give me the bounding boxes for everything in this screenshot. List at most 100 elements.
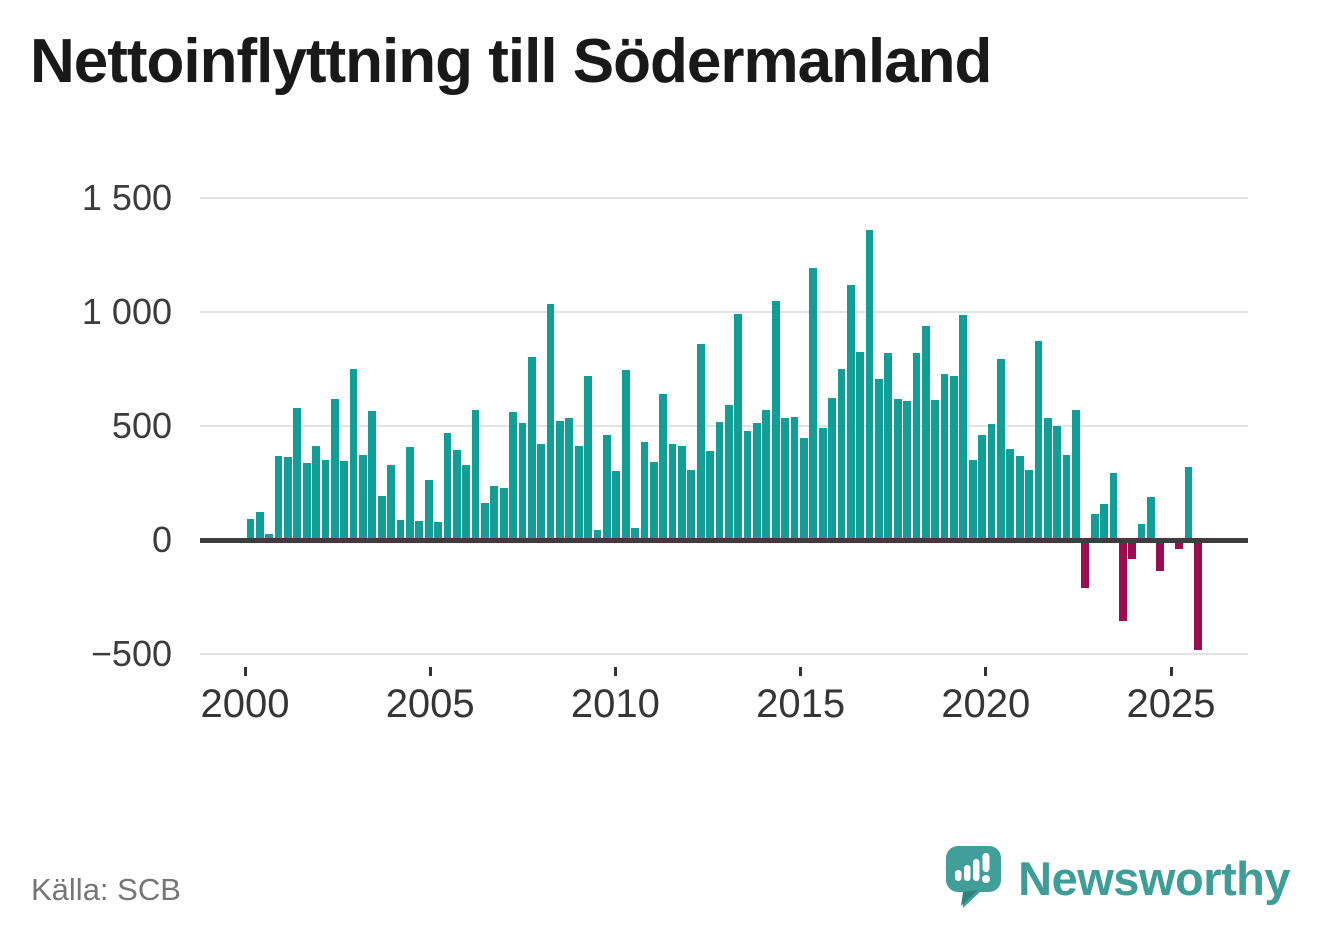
bar <box>893 398 902 540</box>
bar <box>715 422 724 540</box>
bar <box>762 410 771 540</box>
bar <box>753 423 761 540</box>
bar <box>424 479 433 540</box>
bar <box>978 434 986 540</box>
bar <box>1109 472 1118 540</box>
x-axis-label: 2020 <box>941 682 1031 726</box>
x-axis-tick <box>613 667 617 676</box>
bar <box>649 461 658 540</box>
bar <box>584 376 592 540</box>
y-axis-label: 0 <box>151 519 172 560</box>
bar <box>1137 524 1146 540</box>
bar <box>678 446 686 540</box>
bar <box>574 445 583 540</box>
bar <box>255 511 264 540</box>
bar <box>1081 540 1090 588</box>
y-axis-label: −500 <box>90 633 172 674</box>
bar <box>828 397 836 540</box>
bar <box>687 469 696 540</box>
bar <box>1118 540 1127 621</box>
bar <box>1090 513 1099 540</box>
x-axis-label: 2000 <box>200 682 290 726</box>
y-axis-label: 500 <box>111 405 172 446</box>
bar <box>527 357 536 540</box>
bar <box>659 393 668 540</box>
source-caption: Källa: SCB <box>31 872 181 907</box>
bar <box>302 462 311 540</box>
bar <box>903 400 911 540</box>
bar <box>330 398 339 540</box>
bar <box>387 464 395 540</box>
gridline-500 <box>200 425 1248 427</box>
bar <box>1062 454 1071 540</box>
bar <box>921 326 930 540</box>
x-axis-label: 2015 <box>756 682 846 726</box>
bar <box>1034 341 1043 540</box>
x-axis-label: 2025 <box>1126 682 1216 726</box>
bar <box>1043 417 1052 540</box>
bar <box>940 374 949 540</box>
x-axis-label: 2005 <box>385 682 475 726</box>
bar <box>443 432 452 540</box>
bar <box>1175 540 1184 550</box>
bar <box>1184 467 1193 540</box>
bar <box>640 441 649 540</box>
bar <box>452 449 461 540</box>
bar <box>1128 540 1137 560</box>
x-axis-tick <box>984 667 988 676</box>
bar <box>1147 497 1155 540</box>
x-axis-label: 2010 <box>570 682 660 726</box>
bar <box>434 521 442 540</box>
bar <box>1053 426 1062 540</box>
bar <box>293 408 302 540</box>
bar <box>1025 470 1033 540</box>
y-axis-label: 1 000 <box>81 291 172 332</box>
y-axis-label: 1 500 <box>81 177 172 218</box>
bar <box>481 502 489 540</box>
gridline-1500 <box>200 197 1248 199</box>
bar <box>790 416 799 540</box>
bar <box>950 375 958 540</box>
bar <box>706 451 714 540</box>
bar <box>809 267 818 540</box>
bar <box>996 358 1005 540</box>
bar-chart: 1 500 1 000 500 0 −500 2000 2005 2010 2015 2020 2… <box>81 177 1248 726</box>
bar <box>875 379 883 540</box>
bar <box>846 284 855 540</box>
bar <box>621 369 630 540</box>
bar <box>865 229 874 540</box>
bar <box>246 519 255 540</box>
bar <box>724 405 733 540</box>
bar <box>668 443 677 540</box>
x-axis-tick <box>243 667 247 676</box>
bar <box>312 445 320 540</box>
bar <box>518 423 527 540</box>
zero-baseline <box>200 537 1248 543</box>
bar <box>565 417 574 540</box>
bar <box>1100 503 1108 540</box>
bar <box>284 457 292 540</box>
bar <box>471 410 480 540</box>
bar <box>884 353 893 540</box>
bar <box>546 303 555 540</box>
bar <box>396 520 405 540</box>
bar <box>490 485 499 540</box>
bar <box>593 529 602 540</box>
bar <box>368 411 377 540</box>
bar <box>743 430 752 540</box>
bar <box>1006 448 1015 540</box>
bar <box>415 520 424 540</box>
bar <box>856 351 865 540</box>
bar <box>1072 410 1080 540</box>
bar <box>912 353 921 540</box>
bar <box>781 418 789 540</box>
bar <box>462 464 471 540</box>
x-axis-tick <box>1169 667 1173 676</box>
x-axis-tick <box>799 667 803 676</box>
bar <box>265 534 274 540</box>
bar <box>321 459 330 540</box>
bar <box>405 446 414 540</box>
bar <box>377 496 386 540</box>
bar <box>612 470 621 540</box>
bar <box>1156 540 1165 571</box>
